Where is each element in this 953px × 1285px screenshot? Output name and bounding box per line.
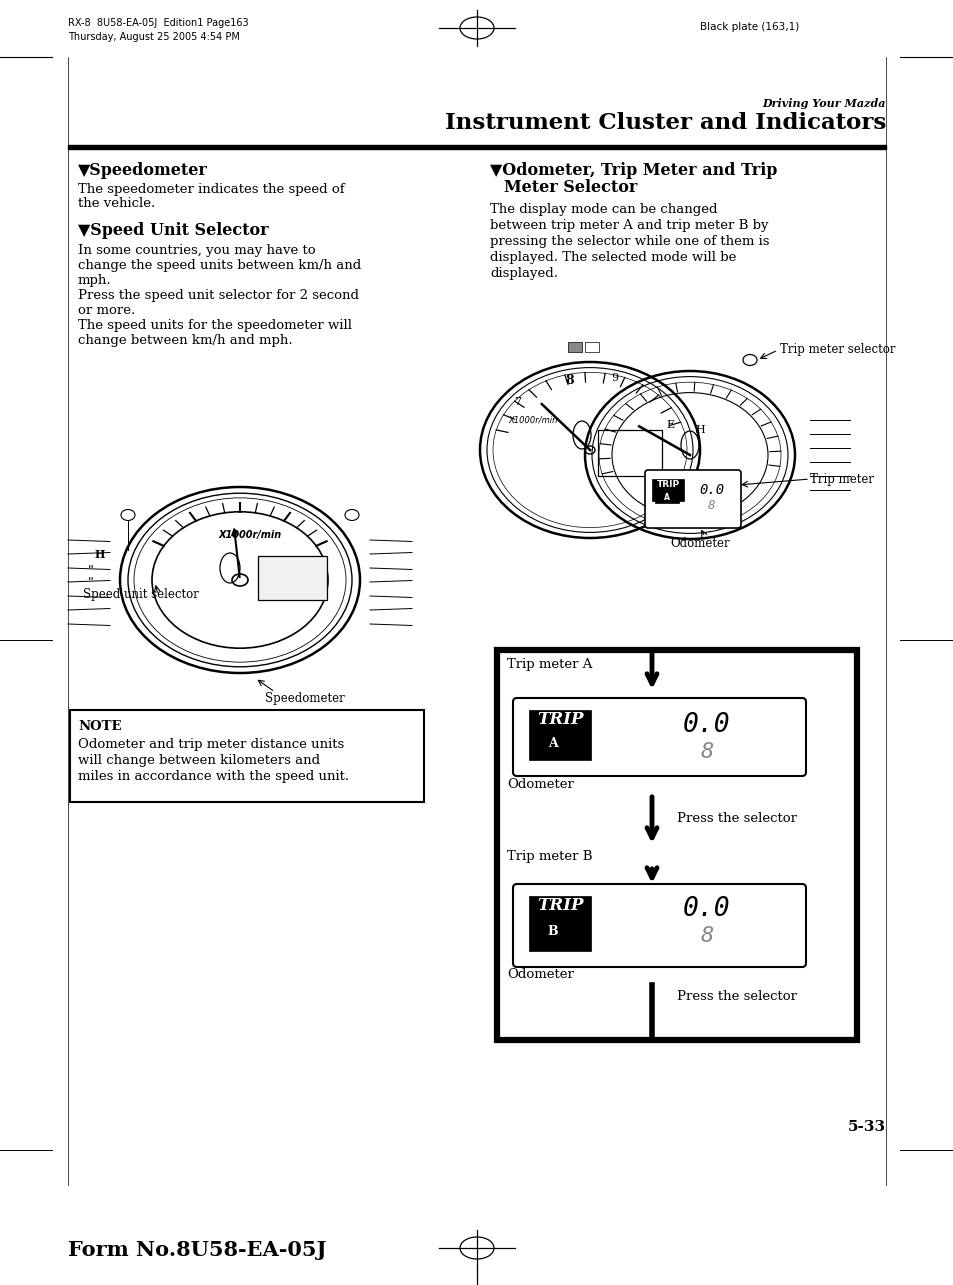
Text: E: E (665, 420, 674, 430)
Text: miles in accordance with the speed unit.: miles in accordance with the speed unit. (78, 770, 349, 783)
Text: X1000r/min: X1000r/min (507, 415, 557, 424)
Text: 8: 8 (700, 926, 713, 946)
Text: pressing the selector while one of them is: pressing the selector while one of them … (490, 235, 769, 248)
Text: change the speed units between km/h and: change the speed units between km/h and (78, 260, 361, 272)
Bar (529, 711, 590, 759)
Text: Odometer: Odometer (506, 777, 574, 792)
Text: In some countries, you may have to: In some countries, you may have to (78, 244, 315, 257)
Text: 0.0: 0.0 (699, 483, 723, 497)
Text: the vehicle.: the vehicle. (78, 197, 155, 209)
FancyBboxPatch shape (598, 430, 661, 475)
Bar (497, 650, 856, 1040)
Text: TRIP: TRIP (537, 897, 582, 914)
Text: Thursday, August 25 2005 4:54 PM: Thursday, August 25 2005 4:54 PM (68, 32, 239, 42)
Text: Meter Selector: Meter Selector (503, 179, 637, 197)
Bar (567, 342, 581, 352)
Text: Trip meter A: Trip meter A (506, 658, 592, 671)
Text: Instrument Cluster and Indicators: Instrument Cluster and Indicators (444, 112, 885, 134)
Text: Odometer: Odometer (669, 537, 729, 550)
Text: 7: 7 (514, 397, 521, 407)
Text: Driving Your Mazda: Driving Your Mazda (761, 98, 885, 109)
Text: Form No.8U58-EA-05J: Form No.8U58-EA-05J (68, 1240, 326, 1261)
Text: ▼Speedometer: ▼Speedometer (78, 162, 208, 179)
Text: between trip meter A and trip meter B by: between trip meter A and trip meter B by (490, 218, 768, 233)
Text: X1000r/min: X1000r/min (218, 529, 281, 540)
Text: 8: 8 (707, 499, 715, 511)
Text: Odometer: Odometer (506, 968, 574, 980)
FancyBboxPatch shape (513, 884, 805, 968)
Bar (535, 736, 571, 754)
Text: mph.: mph. (78, 274, 112, 287)
Text: Press the speed unit selector for 2 second: Press the speed unit selector for 2 seco… (78, 289, 358, 302)
Text: 5-33: 5-33 (847, 1121, 885, 1133)
Text: 8: 8 (565, 374, 574, 387)
Text: Black plate (163,1): Black plate (163,1) (700, 22, 799, 32)
Text: ": " (88, 576, 93, 589)
Text: change between km/h and mph.: change between km/h and mph. (78, 334, 293, 347)
Bar (70, 711, 423, 802)
Text: Trip meter: Trip meter (809, 473, 873, 486)
Ellipse shape (584, 446, 595, 454)
Bar (529, 896, 590, 951)
Text: A: A (548, 738, 558, 750)
Bar (68, 145, 885, 149)
Text: Speed unit selector: Speed unit selector (83, 589, 198, 601)
Bar (584, 342, 598, 352)
Text: will change between kilometers and: will change between kilometers and (78, 754, 320, 767)
Text: H: H (695, 425, 704, 436)
Text: 9: 9 (611, 373, 618, 383)
Bar (535, 924, 571, 942)
Text: Trip meter selector: Trip meter selector (780, 343, 895, 356)
Text: 8: 8 (700, 741, 713, 762)
FancyBboxPatch shape (644, 470, 740, 528)
Text: ": " (88, 564, 93, 577)
FancyBboxPatch shape (513, 698, 805, 776)
Text: NOTE: NOTE (78, 720, 121, 732)
Text: displayed. The selected mode will be: displayed. The selected mode will be (490, 251, 736, 263)
Text: RX-8  8U58-EA-05J  Edition1 Page163: RX-8 8U58-EA-05J Edition1 Page163 (68, 18, 249, 28)
Bar (651, 479, 683, 501)
Text: Press the selector: Press the selector (677, 812, 796, 825)
Text: The speedometer indicates the speed of: The speedometer indicates the speed of (78, 182, 344, 197)
Text: TRIP: TRIP (537, 711, 582, 729)
Text: The speed units for the speedometer will: The speed units for the speedometer will (78, 319, 352, 332)
Text: ▼Speed Unit Selector: ▼Speed Unit Selector (78, 222, 269, 239)
FancyBboxPatch shape (257, 556, 327, 600)
Text: or more.: or more. (78, 305, 135, 317)
Text: B: B (547, 925, 558, 938)
Text: ▼Odometer, Trip Meter and Trip: ▼Odometer, Trip Meter and Trip (490, 162, 777, 179)
Text: A: A (663, 493, 669, 502)
Ellipse shape (232, 574, 248, 586)
Text: displayed.: displayed. (490, 267, 558, 280)
Text: 0.0: 0.0 (682, 896, 730, 923)
Text: The display mode can be changed: The display mode can be changed (490, 203, 717, 216)
Text: H: H (95, 550, 105, 560)
Text: Trip meter B: Trip meter B (506, 849, 592, 864)
Text: 0.0: 0.0 (682, 712, 730, 738)
Bar (655, 493, 679, 502)
Text: Speedometer: Speedometer (265, 693, 344, 705)
Text: Press the selector: Press the selector (677, 989, 796, 1004)
Text: Odometer and trip meter distance units: Odometer and trip meter distance units (78, 738, 344, 750)
Text: TRIP: TRIP (656, 481, 679, 490)
